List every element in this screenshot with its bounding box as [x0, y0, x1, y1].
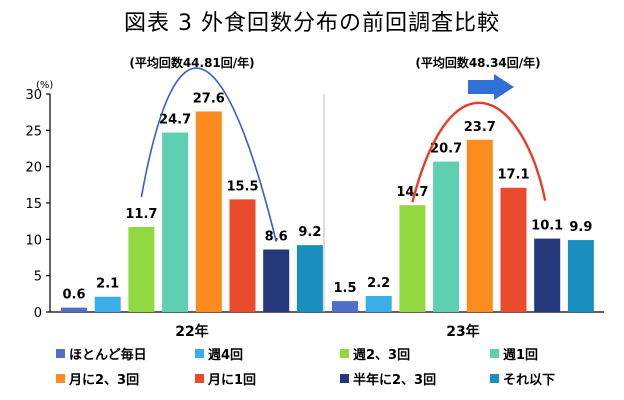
- category-label: 23年: [446, 323, 479, 340]
- bar: [466, 139, 493, 312]
- category-label: 22年: [175, 323, 208, 340]
- trend-curve-23: [411, 101, 547, 203]
- legend-swatch: [490, 374, 499, 383]
- value-label: 9.2: [298, 225, 321, 240]
- legend-label: 月に1回: [207, 373, 256, 388]
- y-tick-label: 25: [25, 124, 42, 139]
- y-tick-label: 20: [25, 161, 42, 176]
- legend-label: ほとんど毎日: [69, 347, 147, 363]
- value-label: 15.5: [226, 179, 258, 194]
- bar: [433, 161, 460, 312]
- bar: [128, 226, 155, 312]
- annotation-average-23: (平均回数48.34回/年): [415, 55, 540, 70]
- value-label: 8.6: [265, 230, 288, 245]
- value-label: 2.2: [367, 276, 390, 291]
- legend-swatch: [195, 349, 204, 358]
- chart-title: 図表 3 外食回数分布の前回調査比較: [124, 11, 500, 36]
- value-label: 23.7: [464, 120, 496, 135]
- value-label: 17.1: [497, 168, 529, 183]
- value-label: 2.1: [96, 277, 119, 292]
- legend-label: それ以下: [503, 373, 555, 388]
- bars: [61, 111, 594, 312]
- value-label: 10.1: [531, 219, 563, 234]
- bar: [567, 240, 594, 312]
- value-label: 9.9: [569, 220, 592, 235]
- bar: [94, 296, 121, 312]
- value-label: 0.6: [62, 288, 85, 303]
- y-tick-label: 5: [34, 270, 42, 285]
- y-tick-label: 0: [34, 306, 42, 321]
- bar: [296, 245, 323, 312]
- value-labels: 0.6 2.1 11.7 24.727.6 15.5 8.6 9.2 1.5 2.2 14.7 20…: [62, 91, 592, 302]
- category-labels: 22年 23年: [175, 323, 479, 340]
- legend-label: 週1回: [503, 348, 538, 363]
- value-label: 1.5: [333, 281, 356, 296]
- bar: [399, 205, 426, 312]
- value-label: 24.7: [159, 113, 191, 128]
- legend-swatch: [490, 349, 499, 358]
- y-tick-label: 10: [25, 233, 42, 248]
- value-label: 11.7: [125, 207, 157, 222]
- y-tick-label: 15: [25, 197, 42, 212]
- annotation-average-22: (平均回数44.81回/年): [129, 55, 254, 70]
- bar: [162, 132, 189, 312]
- legend-swatch: [56, 374, 65, 383]
- bar: [229, 199, 256, 312]
- bar: [365, 296, 392, 312]
- bar: [332, 301, 358, 312]
- bar: [500, 187, 527, 312]
- y-tick-label: 30: [25, 88, 42, 103]
- value-label: 14.7: [396, 185, 428, 200]
- bar: [263, 249, 290, 312]
- legend-label: 週4回: [208, 348, 243, 363]
- legend-swatch: [56, 349, 65, 358]
- bar: [534, 238, 561, 312]
- legend-swatch: [340, 349, 349, 358]
- legend-label: 半年に2、3回: [353, 372, 436, 388]
- legend-swatch: [340, 374, 349, 383]
- bar: [61, 307, 87, 312]
- legend-label: 月に2、3回: [68, 373, 139, 388]
- right-arrow-icon: [468, 74, 514, 100]
- legend-swatch: [195, 374, 204, 383]
- value-label: 20.7: [430, 142, 462, 157]
- bar: [195, 111, 222, 312]
- y-axis-unit: (%): [36, 80, 53, 91]
- legend-label: 週2、3回: [353, 348, 410, 363]
- trend-curve-22: [140, 67, 277, 242]
- value-label: 27.6: [193, 91, 225, 106]
- trend-decorations: [140, 67, 547, 242]
